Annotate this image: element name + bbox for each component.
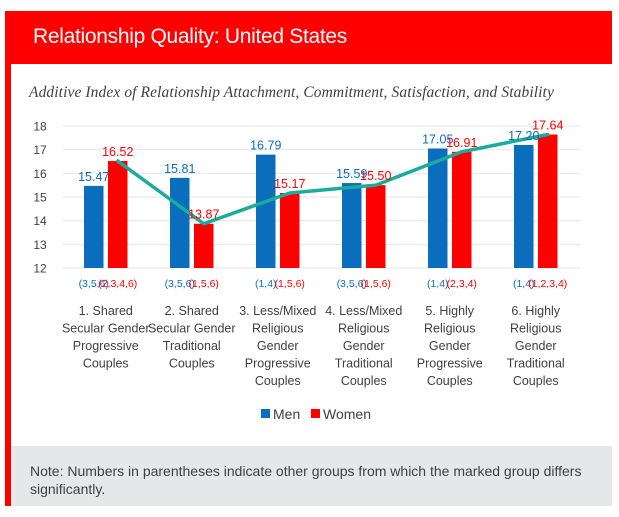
note-box: Note: Numbers in parentheses indicate ot… — [11, 446, 612, 506]
bar-women — [366, 185, 386, 268]
category-label-line: Couples — [255, 374, 301, 388]
y-axis-ticks: 12 13 14 15 16 17 18 — [33, 120, 47, 276]
bar-men — [170, 177, 190, 268]
y-tick-label: 15 — [33, 191, 47, 205]
category-label-line: Traditional — [507, 357, 565, 371]
x-axis-category-labels: 1. Shared Secular Gender Progressive Couple… — [62, 304, 565, 388]
significance-label-men: (1,4) — [255, 278, 277, 290]
y-tick-label: 12 — [33, 262, 47, 276]
category-label-line: Traditional — [335, 357, 393, 371]
category-label: 5. Highly Religious Gender Progressive Coupl… — [417, 304, 483, 388]
category-label-line: Religious — [424, 322, 475, 336]
category-label-line: 4. Less/Mixed — [325, 304, 402, 318]
data-labels: 15.47 16.52 15.81 13.87 16.79 15.17 15.5915.50… — [78, 119, 563, 222]
category-label-line: 5. Highly — [425, 304, 474, 318]
y-tick-label: 17 — [33, 143, 47, 157]
significance-label-men: (1,4) — [513, 278, 535, 290]
category-label-line: Progressive — [245, 357, 311, 371]
footnote: Note: Numbers in parentheses indicate ot… — [30, 463, 582, 497]
bar-men — [84, 185, 104, 268]
significance-label-women: (1,5,6) — [189, 278, 219, 290]
category-label-line: 6. Highly — [511, 304, 560, 318]
category-label-line: Couples — [169, 357, 215, 371]
y-tick-label: 18 — [33, 120, 47, 134]
category-label: 3. Less/Mixed Religious Gender Progressive C… — [239, 304, 316, 388]
bar-women — [108, 161, 128, 268]
significance-label-men: (3,5,6) — [337, 278, 367, 290]
legend-swatch-men — [261, 409, 270, 418]
category-label-line: Progressive — [73, 339, 139, 353]
frame-left-border — [5, 11, 11, 506]
category-label-line: Gender — [343, 339, 385, 353]
y-tick-label: 16 — [33, 167, 47, 181]
bar-women — [280, 192, 300, 268]
trend-line-layer — [116, 132, 550, 226]
data-label-women: 17.64 — [532, 119, 563, 133]
category-label-line: 3. Less/Mixed — [239, 304, 316, 318]
data-label-women: 16.52 — [102, 145, 133, 159]
data-label-men: 15.59 — [336, 167, 367, 181]
significance-label-women: (1,5,6) — [361, 278, 391, 290]
bar-men — [428, 148, 448, 268]
data-label-men: 15.47 — [78, 170, 109, 184]
bar-women — [194, 223, 214, 268]
legend-label-women: Women — [323, 406, 371, 422]
category-label: 1. Shared Secular Gender Progressive Couple… — [62, 304, 150, 371]
gridlines — [63, 125, 580, 269]
category-label: 2. Shared Secular Gender Traditional Couple… — [148, 304, 236, 371]
chart-title: Additive Index of Relationship Attachmen… — [29, 84, 554, 101]
category-label: 6. Highly Religious Gender Traditional Coupl… — [507, 304, 565, 388]
data-label-men: 15.81 — [164, 162, 195, 176]
category-label-line: Couples — [513, 374, 559, 388]
significance-label-men: (1,4) — [427, 278, 449, 290]
y-tick-label: 13 — [33, 238, 47, 252]
bar-chart: 12 13 14 15 16 17 18 15.47 16.52 15.81 13.87 16.79… — [33, 119, 580, 422]
y-tick-label: 14 — [33, 214, 47, 228]
bars — [84, 134, 558, 268]
bar-women — [452, 151, 472, 268]
bar-men — [256, 154, 276, 268]
category-label-line: Secular Gender — [148, 322, 236, 336]
category-label-line: Couples — [341, 374, 387, 388]
significance-label-women: (2,3,4) — [447, 278, 477, 290]
category-label-line: Traditional — [163, 339, 221, 353]
significance-label-men: (3,5,6) — [165, 278, 195, 290]
data-label-men: 17.20 — [508, 129, 539, 143]
legend: Men Women — [261, 406, 371, 422]
category-label-line: Couples — [427, 374, 473, 388]
category-label-line: Religious — [338, 322, 389, 336]
bar-men — [514, 144, 534, 268]
trend-line — [116, 132, 550, 226]
category-label-line: Gender — [429, 339, 471, 353]
category-label-line: Gender — [257, 339, 299, 353]
significance-label-women: (1,5,6) — [275, 278, 305, 290]
category-label-line: Gender — [515, 339, 557, 353]
significance-label-women: (2,3,4,6) — [98, 278, 137, 290]
header-banner: Relationship Quality: United States — [5, 11, 612, 64]
data-label-women: 13.87 — [188, 208, 219, 222]
bar-women — [538, 134, 558, 268]
data-label-men: 16.79 — [250, 139, 281, 153]
data-label-women: 15.50 — [360, 169, 391, 183]
category-label-line: Couples — [83, 357, 129, 371]
category-label: 4. Less/Mixed Religious Gender Traditional C… — [325, 304, 402, 388]
bar-men — [342, 183, 362, 268]
category-label-line: Religious — [510, 322, 561, 336]
category-label-line: Secular Gender — [62, 322, 150, 336]
legend-label-men: Men — [273, 406, 300, 422]
legend-swatch-women — [311, 409, 320, 418]
data-label-women: 15.17 — [274, 177, 305, 191]
category-label-line: Progressive — [417, 357, 483, 371]
page-title: Relationship Quality: United States — [33, 25, 348, 48]
significance-label-women: (1,2,3,4) — [528, 278, 567, 290]
significance-labels: (3,5,6)(2,3,4,6) (3,5,6)(1,5,6) (1,4)(1,5,… — [79, 278, 568, 290]
category-label-line: Religious — [252, 322, 303, 336]
data-label-women: 16.91 — [446, 136, 477, 150]
category-label-line: 1. Shared — [79, 304, 133, 318]
significance-label-men: (3,5,6) — [79, 278, 109, 290]
data-label-men: 17.05 — [422, 132, 453, 146]
category-label-line: 2. Shared — [165, 304, 219, 318]
